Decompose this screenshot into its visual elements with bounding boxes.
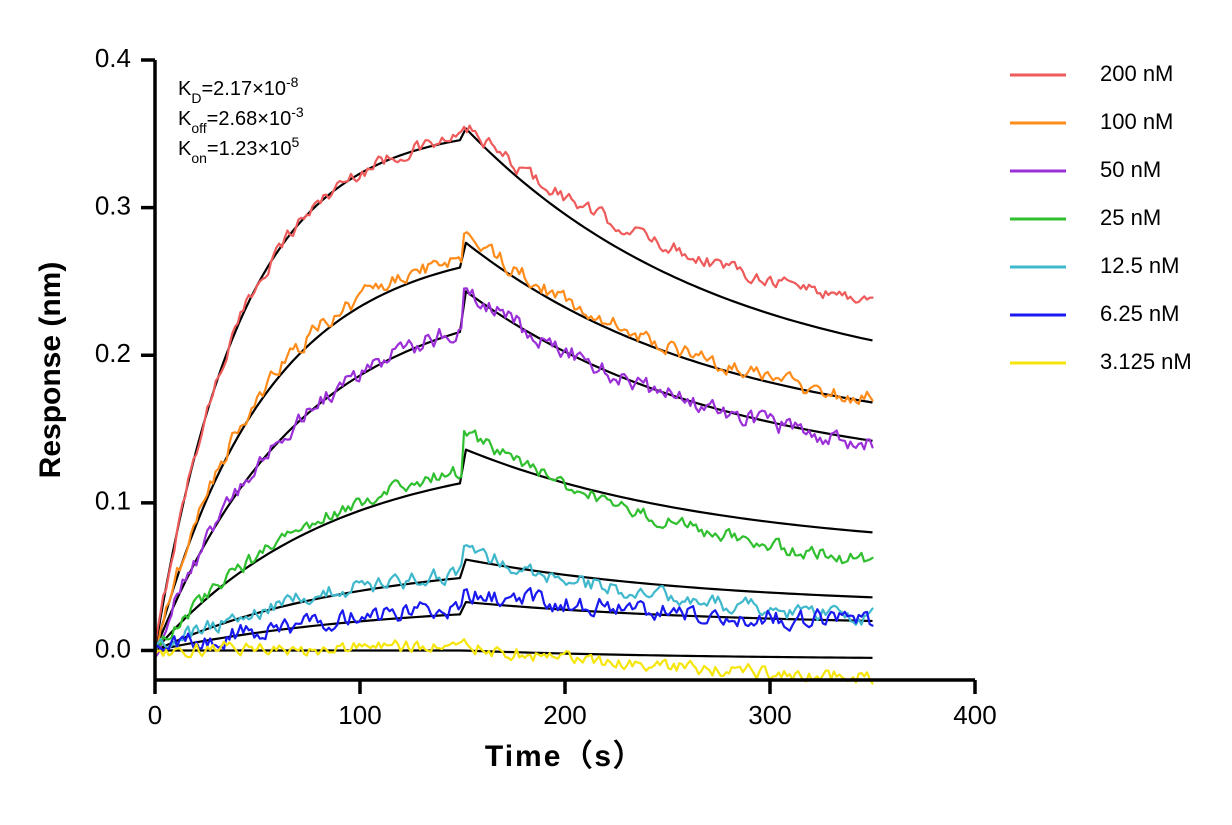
y-tick-label: 0.4	[95, 43, 131, 73]
x-tick-label: 100	[338, 700, 381, 730]
legend-label: 12.5 nM	[1100, 253, 1180, 278]
y-axis-label: Response (nm)	[34, 262, 67, 479]
y-tick-label: 0.1	[95, 486, 131, 516]
x-tick-label: 0	[148, 700, 162, 730]
x-tick-label: 400	[953, 700, 996, 730]
legend-label: 100 nM	[1100, 109, 1173, 134]
legend-label: 200 nM	[1100, 61, 1173, 86]
legend-label: 25 nM	[1100, 205, 1161, 230]
binding-kinetics-chart: 0.0 0.1 0.2 0.3 0.4 0 100 200 300 400 Time（s） Respo…	[0, 0, 1232, 825]
x-tick-label: 200	[543, 700, 586, 730]
y-tick-label: 0.2	[95, 338, 131, 368]
x-tick-label: 300	[748, 700, 791, 730]
legend-label: 50 nM	[1100, 157, 1161, 182]
legend-label: 6.25 nM	[1100, 301, 1180, 326]
chart-svg: 0.0 0.1 0.2 0.3 0.4 0 100 200 300 400 Time（s） Respo…	[0, 0, 1232, 825]
legend-label: 3.125 nM	[1100, 349, 1192, 374]
y-tick-label: 0.0	[95, 633, 131, 663]
x-axis-label: Time（s）	[485, 739, 645, 773]
y-tick-label: 0.3	[95, 190, 131, 220]
